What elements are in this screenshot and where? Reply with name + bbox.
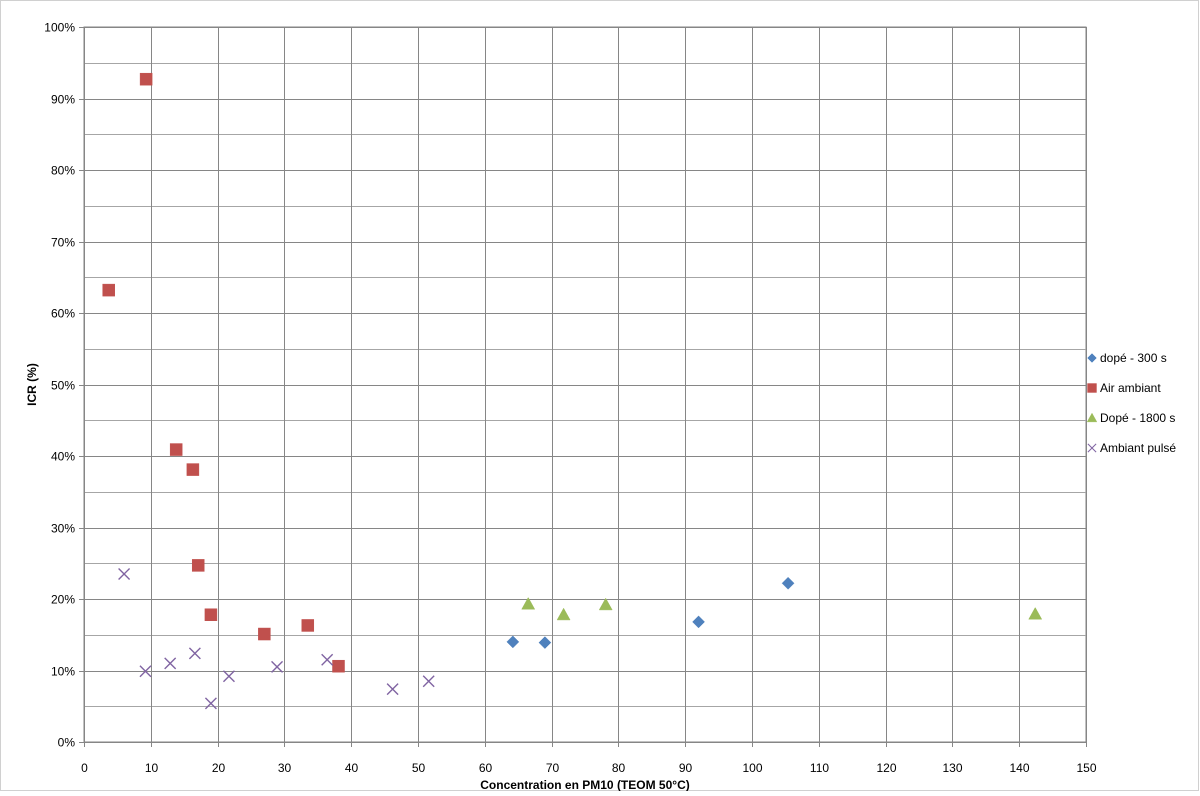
- data-point-x: [422, 675, 435, 688]
- data-point-square: [169, 443, 183, 456]
- y-tick-label: 50%: [51, 379, 75, 393]
- legend-entry: dopé - 300 s: [1087, 351, 1167, 365]
- x-tick-label: 80: [612, 761, 626, 775]
- x-tick-label: 90: [679, 761, 693, 775]
- x-tick-label: 70: [546, 761, 560, 775]
- data-point-square: [102, 283, 115, 297]
- data-point-x: [222, 670, 235, 683]
- data-point-square: [332, 659, 345, 673]
- x-tick-label: 10: [145, 761, 159, 775]
- data-point-square: [258, 627, 271, 641]
- legend-entry: Ambiant pulsé: [1087, 441, 1176, 455]
- data-point-diamond: [506, 635, 520, 649]
- data-point-x: [386, 683, 399, 696]
- data-point-x: [321, 653, 334, 666]
- y-tick-label: 0%: [58, 736, 76, 750]
- data-point-triangle: [521, 596, 536, 610]
- data-point-square: [139, 72, 153, 86]
- data-point-triangle: [598, 597, 613, 611]
- x-tick-label: 20: [212, 761, 226, 775]
- data-point-x: [118, 567, 131, 580]
- data-point-square: [186, 463, 200, 476]
- data-point-x: [188, 647, 201, 660]
- data-point-square: [301, 619, 315, 632]
- data-point-x: [164, 657, 177, 670]
- y-tick-label: 20%: [51, 593, 75, 607]
- series-group: [118, 567, 435, 710]
- x-axis-title: Concentration en PM10 (TEOM 50°C): [480, 778, 690, 791]
- data-point-x: [139, 665, 152, 678]
- data-point-x: [271, 660, 284, 673]
- data-point-diamond: [692, 615, 705, 629]
- x-tick-label: 110: [810, 761, 829, 775]
- data-point-x: [204, 697, 217, 710]
- legend-label: dopé - 300 s: [1100, 351, 1167, 365]
- x-tick-label: 40: [345, 761, 359, 775]
- legend-marker-x: [1087, 443, 1097, 453]
- data-point-triangle: [1028, 607, 1043, 620]
- y-tick-label: 70%: [51, 236, 75, 250]
- y-tick-label: 40%: [51, 450, 75, 464]
- series-group: [102, 72, 345, 673]
- x-tick-label: 100: [742, 761, 762, 775]
- y-tick-label: 100%: [44, 21, 75, 35]
- legend-entry: Dopé - 1800 s: [1086, 411, 1175, 425]
- x-tick-label: 150: [1076, 761, 1096, 775]
- x-tick-label: 120: [876, 761, 896, 775]
- x-tick-label: 0: [81, 761, 88, 775]
- series-group: [506, 576, 795, 649]
- data-point-square: [191, 559, 205, 572]
- legend-marker-square: [1087, 383, 1097, 393]
- x-tick-label: 60: [479, 761, 493, 775]
- y-tick-label: 30%: [51, 522, 75, 536]
- y-tick-label: 80%: [51, 164, 75, 178]
- data-marks: [102, 72, 1043, 710]
- series-group: [521, 596, 1043, 621]
- legend-label: Ambiant pulsé: [1100, 441, 1176, 455]
- legend-marker-diamond: [1087, 353, 1097, 363]
- x-tick-label: 140: [1009, 761, 1029, 775]
- y-axis-title: ICR (%): [25, 363, 39, 406]
- legend: dopé - 300 s Air ambiant Dopé - 1800 s Ambi…: [1086, 351, 1176, 455]
- x-tick-label: 30: [278, 761, 292, 775]
- data-point-square: [204, 608, 218, 621]
- y-tick-label: 10%: [51, 665, 75, 679]
- legend-entry: Air ambiant: [1087, 381, 1161, 395]
- y-tick-label: 90%: [51, 93, 75, 107]
- x-tick-label: 50: [412, 761, 426, 775]
- legend-label: Dopé - 1800 s: [1100, 411, 1175, 425]
- axes: 0% 10% 20% 30% 40% 50% 60% 70% 80% 90% 100% 0 10 20 30…: [44, 21, 1097, 776]
- data-point-diamond: [538, 636, 552, 649]
- data-point-diamond: [781, 576, 795, 590]
- data-point-triangle: [556, 607, 571, 621]
- grid: [83, 26, 1087, 743]
- legend-marker-triangle: [1086, 412, 1098, 423]
- y-tick-label: 60%: [51, 307, 75, 321]
- x-tick-label: 130: [942, 761, 962, 775]
- legend-label: Air ambiant: [1100, 381, 1161, 395]
